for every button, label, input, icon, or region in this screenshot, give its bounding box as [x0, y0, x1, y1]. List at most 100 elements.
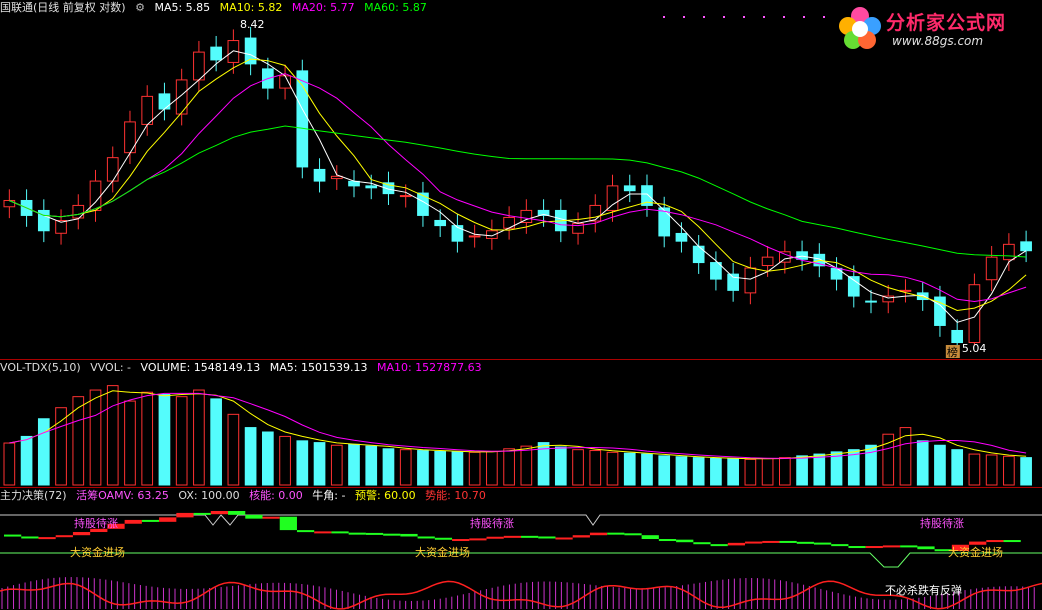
volume-bar — [589, 450, 602, 486]
oscillator-step — [72, 532, 91, 536]
candle-body — [244, 37, 257, 65]
dot-mark — [803, 16, 805, 18]
oscillator-step — [589, 532, 608, 536]
oamv-readout: 活筹OAMV: 63.25 — [76, 489, 169, 502]
indicator-chart[interactable] — [0, 503, 1042, 610]
oscillator-step — [262, 516, 280, 519]
volume-bar — [813, 453, 826, 486]
candle-body — [761, 256, 774, 267]
oscillator-step — [986, 540, 1004, 543]
candle-body — [606, 185, 619, 211]
oscillator-step — [865, 546, 883, 549]
candle-body — [589, 204, 602, 222]
power-line — [0, 580, 1042, 610]
vol-ma5-line — [9, 390, 1027, 460]
bull-readout: 牛角: - — [312, 489, 346, 502]
warn-readout: 预警: 60.00 — [354, 489, 416, 502]
volume-bar — [796, 455, 808, 486]
lower-band-line — [0, 552, 1042, 568]
volume-bar — [727, 458, 739, 486]
volume-bar — [175, 396, 188, 486]
dot-mark — [663, 16, 665, 18]
volume-bar — [262, 431, 274, 486]
oscillator-step — [538, 536, 556, 539]
candle-body — [847, 276, 860, 297]
volume-chart[interactable] — [0, 375, 1042, 487]
candle-body — [951, 329, 964, 344]
oscillator-step — [676, 539, 694, 543]
volume-bar — [193, 389, 205, 486]
candle-body — [968, 284, 981, 344]
price-header: 国联通(日线 前复权 对数) ⚙ MA5: 5.85 MA10: 5.82 MA… — [0, 1, 433, 15]
oscillator-step — [641, 535, 659, 540]
candle-body — [158, 93, 171, 110]
volume-bar — [158, 393, 171, 486]
oscillator-step — [348, 532, 366, 535]
tag-hold-2: 持股待涨 — [470, 517, 514, 530]
indicator-header: 主力决策(72) 活筹OAMV: 63.25 OX: 100.00 核能: 0.… — [0, 489, 492, 503]
volume-bar — [675, 456, 688, 486]
oscillator-step — [365, 532, 384, 535]
oscillator-step — [210, 511, 229, 515]
candle-body — [796, 251, 808, 260]
high-price-label: 8.42 — [240, 18, 264, 31]
oscillator-step — [813, 542, 832, 545]
oscillator-step — [831, 544, 849, 547]
oscillator-step — [796, 541, 814, 544]
oscillator-step — [279, 516, 297, 531]
volume-bar — [641, 453, 653, 486]
ma5-readout: MA5: 5.85 — [154, 1, 211, 14]
candle-body — [727, 273, 739, 291]
tag-rebound: 不必杀跌有反弹 — [885, 584, 962, 597]
oscillator-step — [969, 541, 987, 545]
vol-name: VOL-TDX(5,10) — [0, 361, 81, 374]
tag-fund-2: 大资金进场 — [415, 546, 470, 559]
volume-bar — [296, 440, 309, 486]
dot-mark — [723, 16, 725, 18]
candle-body — [210, 46, 222, 61]
volume-bar — [244, 427, 257, 486]
oscillator-step — [503, 535, 521, 538]
tag-hold-1: 持股待涨 — [74, 517, 118, 530]
dot-mark — [783, 16, 785, 18]
volume-bar — [348, 443, 360, 486]
volume-divider — [0, 487, 1042, 488]
price-chart[interactable]: 8.42 5.04 榜 — [0, 0, 1042, 360]
ma5-line — [9, 50, 1027, 323]
volume-bar — [89, 389, 102, 486]
volume-bar — [968, 453, 981, 486]
volume-header: VOL-TDX(5,10) VVOL: - VOLUME: 1548149.13… — [0, 361, 488, 375]
low-marker-text: 榜 — [947, 345, 958, 359]
candle-body — [520, 209, 533, 223]
oscillator-step — [245, 514, 263, 519]
volume-bar — [313, 442, 326, 486]
oscillator-step — [417, 536, 435, 539]
candle-body — [934, 296, 946, 326]
low-price-label: 5.04 — [962, 342, 987, 355]
oscillator-step — [693, 542, 711, 545]
candle-body — [744, 267, 757, 294]
ma60-readout: MA60: 5.87 — [364, 1, 427, 14]
oscillator-step — [469, 538, 487, 541]
stock-title[interactable]: 国联通(日线 前复权 对数) — [0, 1, 126, 14]
volume-bar — [124, 400, 136, 486]
vvol-readout: VVOL: - — [90, 361, 132, 374]
candle-body — [985, 256, 998, 281]
volume-bar — [106, 385, 119, 486]
oscillator-step — [38, 537, 56, 540]
ma10-readout: MA10: 5.82 — [219, 1, 283, 14]
oscillator-step — [934, 549, 952, 552]
ma60-line — [9, 125, 1027, 258]
volume-bar — [20, 435, 33, 486]
candle-body — [641, 185, 653, 206]
volume-bar — [865, 444, 877, 486]
dot-mark — [683, 16, 685, 18]
settings-gear-icon[interactable]: ⚙ — [135, 1, 145, 14]
candle-body — [365, 185, 378, 189]
volume-bar — [951, 449, 964, 486]
volume-bar — [710, 458, 722, 486]
candle-body — [468, 235, 481, 238]
candle-body — [916, 292, 929, 301]
volume-bar — [382, 448, 395, 486]
volume-bar — [934, 444, 946, 486]
